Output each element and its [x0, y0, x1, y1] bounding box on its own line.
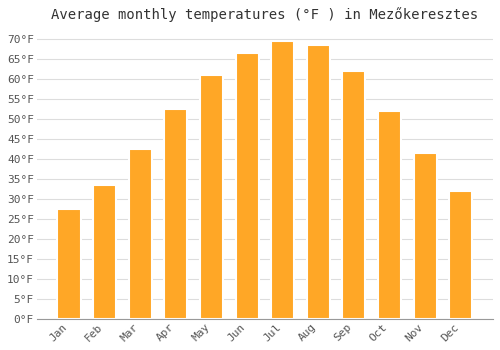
Title: Average monthly temperatures (°F ) in Mezőkeresztes: Average monthly temperatures (°F ) in Me…: [52, 7, 478, 22]
Bar: [164, 109, 188, 319]
Bar: [306, 45, 330, 319]
Bar: [236, 53, 258, 319]
Bar: [414, 153, 436, 319]
Bar: [93, 185, 116, 319]
Bar: [378, 111, 401, 319]
Bar: [58, 209, 80, 319]
Bar: [128, 149, 152, 319]
Bar: [449, 191, 472, 319]
Bar: [271, 41, 294, 319]
Bar: [342, 71, 365, 319]
Bar: [200, 75, 223, 319]
